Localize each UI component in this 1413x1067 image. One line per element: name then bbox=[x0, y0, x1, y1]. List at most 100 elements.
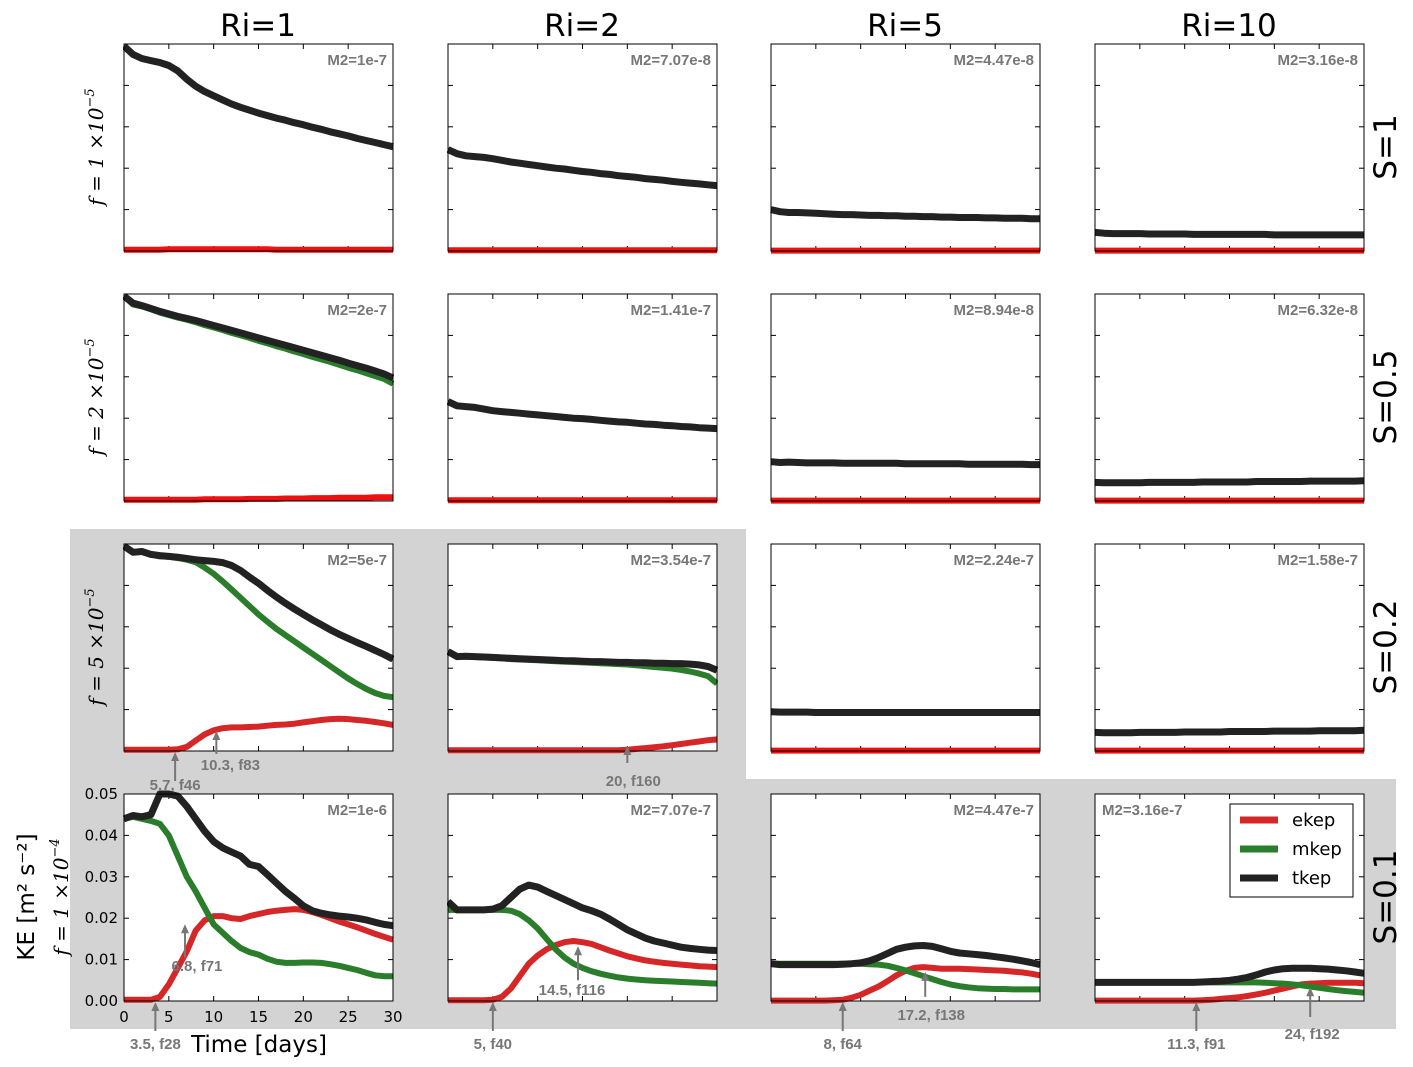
annotation-arrow-head bbox=[574, 946, 583, 956]
panel-background bbox=[448, 44, 717, 251]
panel-r2-c3: M2=8.94e-8 bbox=[770, 293, 1041, 504]
panel-r3-c2: M2=3.54e-7 20, f160 bbox=[447, 543, 718, 790]
panel-r1-c3: M2=4.47e-8 bbox=[770, 43, 1041, 254]
panel-param-label: M2=2e-7 bbox=[327, 302, 387, 319]
panel-param-label: M2=1e-6 bbox=[327, 802, 387, 819]
annotation-arrow-head bbox=[488, 1002, 497, 1011]
series-line-tkep bbox=[770, 942, 1041, 969]
f-label-row3-base: f = 5 ×10 bbox=[84, 607, 108, 707]
annotation-arrow-head bbox=[921, 971, 930, 981]
panel-r3-c3: M2=2.24e-7 bbox=[770, 543, 1041, 754]
column-titles: Ri=1 Ri=2 Ri=5 Ri=10 bbox=[220, 8, 1277, 44]
panel-param-label: M2=5e-7 bbox=[327, 552, 387, 569]
panel-param-label: M2=8.94e-8 bbox=[954, 302, 1034, 319]
shaded-region bbox=[70, 529, 1396, 1029]
annotation-arrow-head bbox=[838, 1002, 847, 1011]
panel-param-label: M2=3.16e-7 bbox=[1102, 802, 1182, 819]
row-title-s05: S=0.5 bbox=[1368, 350, 1404, 445]
annotation-arrow-head bbox=[151, 1002, 160, 1011]
x-axis-label: Time [days] bbox=[190, 1032, 327, 1058]
series-group bbox=[123, 293, 394, 503]
series-group bbox=[123, 543, 394, 753]
legend: ekep mkep tkep bbox=[1229, 803, 1354, 898]
series-line-tkep bbox=[1095, 964, 1365, 986]
annotation-label: 8, f64 bbox=[824, 1036, 863, 1053]
series-line-ekep bbox=[124, 494, 393, 503]
f-label-row1-exp: −5 bbox=[83, 88, 98, 107]
panel-background bbox=[448, 294, 717, 501]
annotation-label: 5, f40 bbox=[474, 1036, 512, 1053]
f-label-row2-exp: −5 bbox=[83, 338, 98, 357]
annotation-label: 10.3, f83 bbox=[201, 757, 260, 774]
panel-param-label: M2=4.47e-7 bbox=[954, 802, 1034, 819]
series-group bbox=[447, 398, 718, 504]
series-line-ekep bbox=[448, 736, 718, 754]
y-tick-label: 0.02 bbox=[85, 909, 118, 927]
legend-label-mkep: mkep bbox=[1292, 839, 1342, 860]
panel-frame bbox=[1094, 43, 1365, 252]
panel-param-label: M2=7.07e-7 bbox=[631, 802, 711, 819]
panel-r2-c2: M2=1.41e-7 bbox=[447, 293, 718, 504]
panel-param-label: M2=3.16e-8 bbox=[1278, 52, 1358, 69]
annotation-label: 14.5, f116 bbox=[539, 982, 606, 999]
annotation-label: 6.8, f71 bbox=[172, 958, 223, 975]
annotation-label: 20, f160 bbox=[606, 773, 661, 790]
panel-frame bbox=[123, 793, 394, 1002]
y-tick-label: 0.04 bbox=[85, 826, 118, 844]
panel-r3-c4: M2=1.58e-7 bbox=[1094, 543, 1365, 754]
annotation-label: 17.2, f138 bbox=[897, 1007, 965, 1024]
panel-frame bbox=[770, 43, 1041, 252]
row-title-s02: S=0.2 bbox=[1368, 600, 1404, 695]
panel-param-label: M2=6.32e-8 bbox=[1278, 302, 1358, 319]
series-line-ekep bbox=[124, 906, 394, 1003]
panel-background bbox=[1095, 44, 1364, 251]
annotation-arrow-head bbox=[180, 924, 189, 934]
col-title-ri2: Ri=2 bbox=[544, 8, 620, 44]
y-tick-label: 0.03 bbox=[85, 868, 118, 886]
panel-r2-c4: M2=6.32e-8 bbox=[1094, 293, 1365, 504]
panel-frame bbox=[770, 543, 1041, 752]
panel-frame bbox=[1094, 293, 1365, 502]
f-label-row2: f = 2 ×10−5 bbox=[83, 338, 108, 457]
annotation-arrow-head bbox=[171, 752, 180, 761]
annotation-label: 11.3, f91 bbox=[1167, 1036, 1225, 1053]
panel-param-label: M2=7.07e-8 bbox=[631, 52, 711, 69]
series-group bbox=[447, 146, 718, 254]
x-tick-label: 20 bbox=[294, 1008, 313, 1026]
annotation-arrow-head bbox=[1306, 987, 1315, 997]
x-tick-label: 30 bbox=[383, 1008, 402, 1026]
series-line-tkep bbox=[770, 458, 1040, 469]
series-line-tkep bbox=[1094, 726, 1365, 737]
x-tick-label: 10 bbox=[204, 1008, 223, 1026]
panel-background bbox=[124, 294, 393, 501]
panel-frame bbox=[447, 43, 718, 252]
col-title-ri5: Ri=5 bbox=[867, 8, 943, 44]
y-tick-label: 0.01 bbox=[85, 951, 118, 969]
panel-r1-c1: M2=1e-7 bbox=[123, 43, 394, 253]
panel-frame bbox=[1094, 543, 1365, 752]
panel-r1-c4: M2=3.16e-8 bbox=[1094, 43, 1365, 254]
x-tick-label: 15 bbox=[249, 1008, 268, 1026]
panel-param-label: M2=3.54e-7 bbox=[631, 552, 711, 569]
annotation-label: 3.5, f28 bbox=[130, 1036, 181, 1053]
series-line-tkep bbox=[447, 146, 718, 190]
panel-r2-c1: M2=2e-7 bbox=[123, 293, 394, 503]
x-tick-label: 0 bbox=[119, 1008, 129, 1026]
series-line-tkep bbox=[123, 543, 394, 663]
panel-background bbox=[1095, 294, 1364, 501]
f-label-row1: f = 1 ×10−5 bbox=[83, 88, 108, 207]
panel-param-label: M2=1.58e-7 bbox=[1278, 552, 1358, 569]
row-title-s1: S=1 bbox=[1368, 114, 1404, 179]
series-line-tkep bbox=[123, 43, 394, 151]
row-title-s01: S=0.1 bbox=[1368, 850, 1404, 945]
series-line-ekep bbox=[124, 715, 394, 753]
x-tick-label: 25 bbox=[339, 1008, 358, 1026]
panel-frame bbox=[447, 293, 718, 502]
f-label-row2-base: f = 2 ×10 bbox=[84, 357, 108, 457]
panel-param-label: M2=1e-7 bbox=[327, 52, 387, 69]
panel-frame bbox=[770, 293, 1041, 502]
series-group bbox=[123, 43, 394, 253]
series-group bbox=[447, 881, 718, 1004]
panel-frame bbox=[123, 293, 394, 502]
